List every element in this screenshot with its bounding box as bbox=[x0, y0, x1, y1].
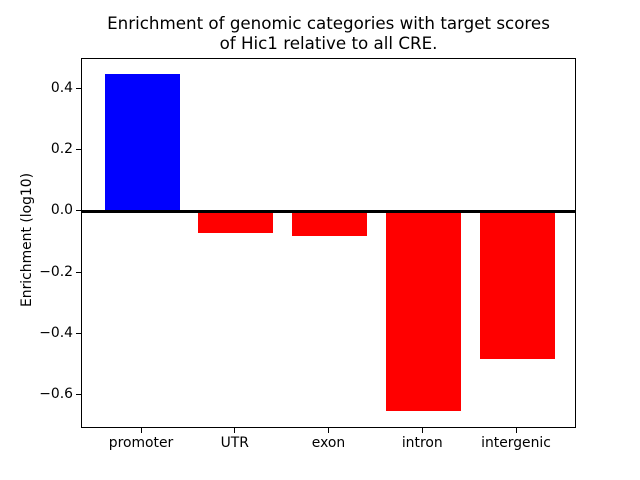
y-axis-label: Enrichment (log10) bbox=[19, 172, 35, 308]
y-tick-mark bbox=[76, 149, 81, 151]
bar-intergenic bbox=[479, 211, 555, 359]
x-tick-label-intron: intron bbox=[401, 435, 443, 451]
y-tick-label: −0.2 bbox=[39, 263, 73, 280]
y-tick-mark bbox=[76, 271, 81, 273]
x-tick-label-promoter: promoter bbox=[108, 435, 174, 451]
zero-line bbox=[82, 210, 575, 214]
bar-intron bbox=[385, 211, 461, 411]
x-tick-label-UTR: UTR bbox=[220, 435, 249, 451]
x-tick-mark bbox=[421, 428, 423, 433]
y-tick-label: 0.4 bbox=[50, 80, 73, 97]
x-tick-mark bbox=[515, 428, 517, 433]
x-tick-mark bbox=[328, 428, 329, 433]
y-tick-label: 0.2 bbox=[50, 141, 73, 158]
y-tick-label: −0.6 bbox=[39, 385, 73, 402]
y-tick-label: 0.0 bbox=[50, 202, 73, 219]
chart-title: Enrichment of genomic categories with ta… bbox=[107, 13, 550, 53]
y-tick-mark bbox=[76, 393, 81, 395]
bar-UTR bbox=[198, 211, 274, 234]
y-tick-mark bbox=[76, 210, 81, 212]
y-tick-label: −0.4 bbox=[39, 324, 73, 341]
y-tick-mark bbox=[76, 88, 81, 90]
bar-exon bbox=[292, 211, 367, 237]
y-tick-mark bbox=[76, 332, 81, 334]
plot-area bbox=[81, 58, 576, 428]
x-tick-label-intergenic: intergenic bbox=[481, 435, 551, 451]
x-tick-mark bbox=[140, 428, 142, 433]
x-tick-label-exon: exon bbox=[311, 435, 346, 451]
bar-promoter bbox=[104, 74, 180, 212]
x-tick-mark bbox=[234, 428, 236, 433]
